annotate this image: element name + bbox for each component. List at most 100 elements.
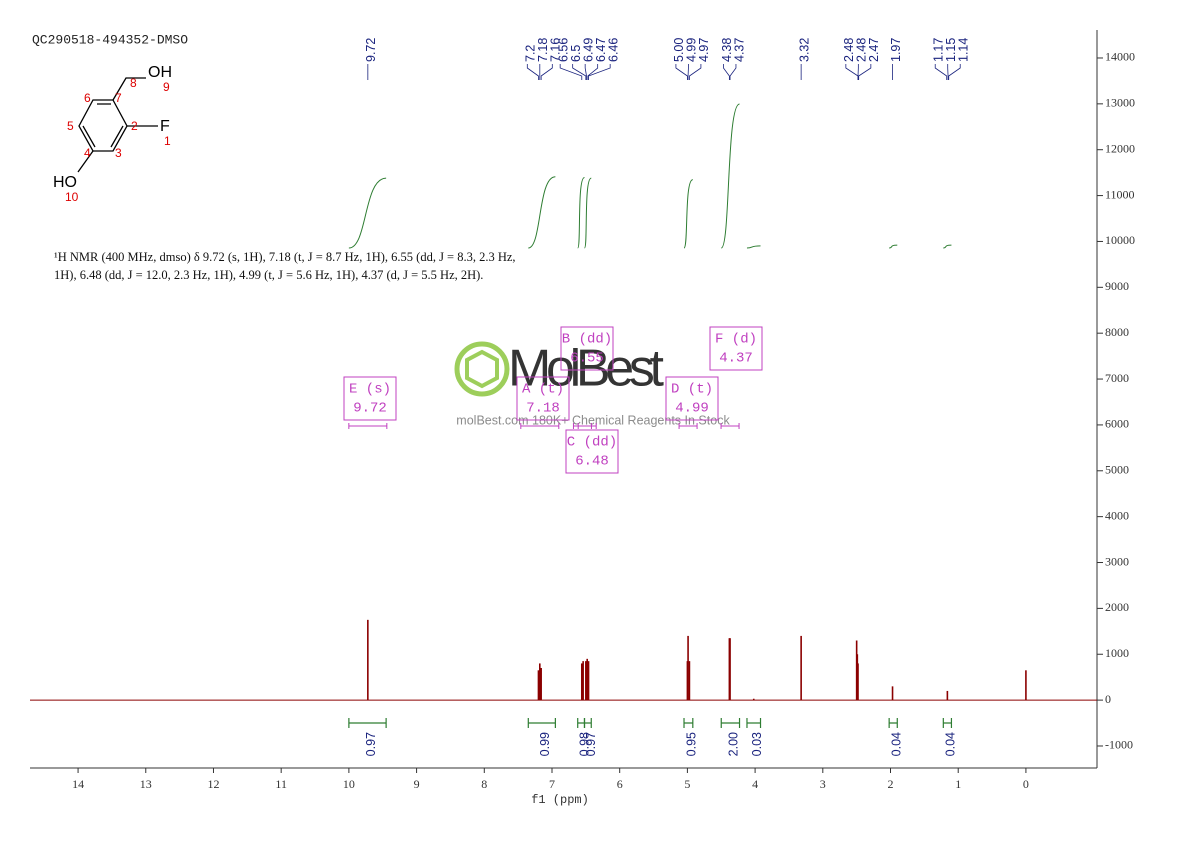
peak-label-leader xyxy=(587,64,599,80)
integral-curve xyxy=(720,103,740,249)
x-tick-label: 6 xyxy=(617,777,623,791)
y-tick-label: 9000 xyxy=(1105,279,1129,293)
peak-label: 9.72 xyxy=(364,38,378,62)
integral-curve xyxy=(889,244,898,249)
x-tick-label: 14 xyxy=(72,777,84,791)
x-tick-label: 13 xyxy=(140,777,152,791)
ring xyxy=(78,99,128,152)
y-tick-label: 3000 xyxy=(1105,554,1129,568)
integral-bracket xyxy=(527,718,556,728)
multiplet-box xyxy=(709,326,763,371)
description-line: 1H), 6.48 (dd, J = 12.0, 2.3 Hz, 1H), 4.… xyxy=(54,268,483,282)
peak-label: 4.97 xyxy=(697,38,711,62)
logo-ring xyxy=(454,341,510,397)
y-tick-label: 14000 xyxy=(1105,50,1135,64)
peak-label: 6.46 xyxy=(606,38,620,62)
peak-label: 7.2 xyxy=(524,45,538,62)
integral-label: 0.99 xyxy=(538,732,552,756)
integral-label: 0.04 xyxy=(944,732,958,756)
x-tick-label: 0 xyxy=(1023,777,1029,791)
integral-label: 0.97 xyxy=(584,732,598,756)
peak-label: 1.97 xyxy=(889,38,903,62)
integral-curve xyxy=(683,179,694,249)
integral-bracket xyxy=(746,718,762,728)
multiplet-shift: 6.48 xyxy=(575,454,609,470)
atom-number: 10 xyxy=(65,190,79,204)
peak-label-leader xyxy=(858,64,872,80)
peak-label-leader xyxy=(572,64,587,80)
peak-label: 6.56 xyxy=(556,38,570,62)
atom-number: 5 xyxy=(67,119,74,133)
peak-label: 6.5 xyxy=(569,45,583,62)
integral-curve xyxy=(348,177,387,249)
y-tick-label: 2000 xyxy=(1105,600,1129,614)
peak-label: 4.37 xyxy=(732,38,746,62)
molecule xyxy=(77,77,158,173)
peak-label-leader xyxy=(540,64,553,80)
y-tick-label: 5000 xyxy=(1105,463,1129,477)
x-tick-label: 11 xyxy=(275,777,287,791)
x-axis-label: f1 (ppm) xyxy=(531,793,589,807)
integral-label: 0.97 xyxy=(364,732,378,756)
y-tick-label: 0 xyxy=(1105,692,1111,706)
multiplet-range xyxy=(520,423,560,429)
y-tick-label: 4000 xyxy=(1105,508,1129,522)
integral-label: 0.95 xyxy=(685,732,699,756)
y-tick-label: 8000 xyxy=(1105,325,1129,339)
peak-label-leader xyxy=(584,64,587,80)
integral-curve xyxy=(583,177,592,249)
peak-label: 4.38 xyxy=(720,38,734,62)
integral-bracket xyxy=(348,718,387,728)
brand: MolBest xyxy=(508,340,665,398)
peak-label-leader xyxy=(934,64,948,80)
peak-label-leader xyxy=(723,64,730,80)
y-tick-label: 1000 xyxy=(1105,646,1129,660)
multiplet-box xyxy=(516,376,570,421)
peak-label: 7.18 xyxy=(536,38,550,62)
peak-label-leader xyxy=(559,64,583,80)
atom-number: 3 xyxy=(115,146,122,160)
x-tick-label: 8 xyxy=(481,777,487,791)
peak-label: 5.00 xyxy=(672,38,686,62)
y-tick-label: 13000 xyxy=(1105,96,1135,110)
y-tick-label: -1000 xyxy=(1105,738,1133,752)
atom-number: 8 xyxy=(130,76,137,90)
integral-curve xyxy=(746,245,761,249)
x-tick-label: 9 xyxy=(414,777,420,791)
multiplet-box xyxy=(343,376,397,421)
multiplet-box xyxy=(565,429,619,474)
integral-bracket xyxy=(577,718,586,728)
y-tick-label: 10000 xyxy=(1105,233,1135,247)
bonds xyxy=(77,77,158,173)
atom-number: 4 xyxy=(84,146,91,160)
integral-label: 0.98 xyxy=(577,732,591,756)
atom-number: 6 xyxy=(84,91,91,105)
x-tick-label: 10 xyxy=(343,777,355,791)
peak-label: 2.47 xyxy=(867,38,881,62)
peak-label-leader xyxy=(689,64,702,80)
peak-label: 1.14 xyxy=(957,38,971,62)
y-tick-label: 11000 xyxy=(1105,187,1135,201)
multiplet-box xyxy=(665,376,719,421)
x-tick-label: 1 xyxy=(955,777,961,791)
multiplet-label: C (dd) xyxy=(567,435,617,451)
peak-label: 4.99 xyxy=(685,38,699,62)
peak-label: 7.16 xyxy=(549,38,563,62)
multiplet-range xyxy=(678,423,698,429)
integral-curve xyxy=(943,244,952,249)
peak-label: 3.32 xyxy=(797,38,811,62)
integral-bracket xyxy=(683,718,694,728)
peak-label-leader xyxy=(845,64,859,80)
peak-label: 2.48 xyxy=(855,38,869,62)
tagline: molBest.com 180K+ Chemical Reagents In S… xyxy=(456,413,730,427)
y-tick-label: 12000 xyxy=(1105,141,1135,155)
peak-label: 1.17 xyxy=(932,38,946,62)
multiplet-label: E (s) xyxy=(349,382,391,398)
x-tick-label: 2 xyxy=(888,777,894,791)
ring-double-bonds xyxy=(82,103,124,148)
atom-number: 2 xyxy=(131,119,138,133)
multiplet-range xyxy=(577,423,597,429)
integral-bracket xyxy=(583,718,592,728)
multiplet-label: F (d) xyxy=(715,332,757,348)
